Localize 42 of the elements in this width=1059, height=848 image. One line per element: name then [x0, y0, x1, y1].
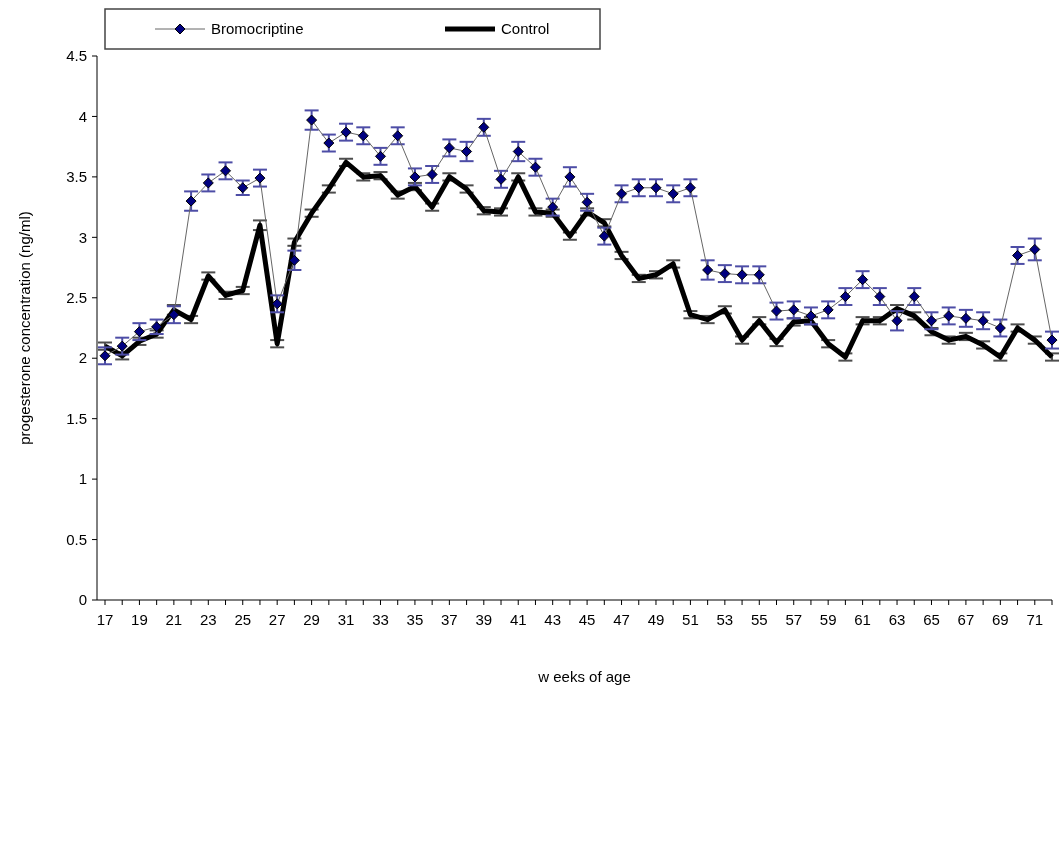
x-tick-label: 53: [716, 611, 734, 628]
x-tick-label: 31: [337, 611, 355, 628]
y-tick-label: 2: [78, 349, 87, 367]
x-tick-label: 19: [131, 611, 148, 628]
y-tick-label: 1.5: [66, 409, 87, 427]
x-tick-label: 69: [992, 611, 1009, 628]
x-tick-label: 61: [854, 611, 871, 628]
x-tick-label: 25: [234, 611, 252, 628]
y-tick-label: 1: [78, 470, 87, 488]
x-tick-label: 65: [923, 611, 940, 628]
x-tick-label: 43: [544, 611, 562, 628]
y-tick-label: 0: [78, 591, 87, 609]
y-axis-title: progesterone concentration (ng/ml): [16, 211, 33, 445]
x-tick-label: 51: [682, 611, 699, 628]
y-tick-label: 2.5: [66, 289, 87, 307]
x-axis-title: w eeks of age: [537, 668, 631, 685]
x-tick-label: 59: [819, 611, 837, 628]
y-tick-label: 3.5: [66, 168, 87, 186]
x-tick-label: 23: [199, 611, 217, 628]
x-tick-label: 55: [750, 611, 768, 628]
y-tick-label: 3: [78, 228, 87, 246]
x-tick-label: 33: [372, 611, 389, 628]
x-tick-label: 49: [647, 611, 665, 628]
x-tick-label: 67: [957, 611, 975, 628]
x-tick-label: 21: [165, 611, 183, 628]
x-tick-label: 35: [406, 611, 424, 628]
y-tick-label: 4: [78, 107, 87, 125]
legend-label: Control: [501, 20, 550, 38]
legend-label: Bromocriptine: [211, 20, 304, 38]
x-tick-label: 41: [509, 611, 527, 628]
y-tick-label: 0.5: [66, 530, 87, 548]
x-tick-label: 39: [475, 611, 493, 628]
x-tick-label: 45: [578, 611, 596, 628]
x-tick-label: 47: [613, 611, 630, 628]
x-tick-label: 27: [268, 611, 286, 628]
x-tick-label: 63: [888, 611, 906, 628]
x-tick-label: 37: [441, 611, 458, 628]
x-tick-label: 57: [785, 611, 803, 628]
x-tick-label: 71: [1026, 611, 1044, 628]
x-tick-label: 17: [96, 611, 114, 628]
x-tick-label: 29: [303, 611, 320, 628]
y-tick-label: 4.5: [66, 47, 87, 65]
